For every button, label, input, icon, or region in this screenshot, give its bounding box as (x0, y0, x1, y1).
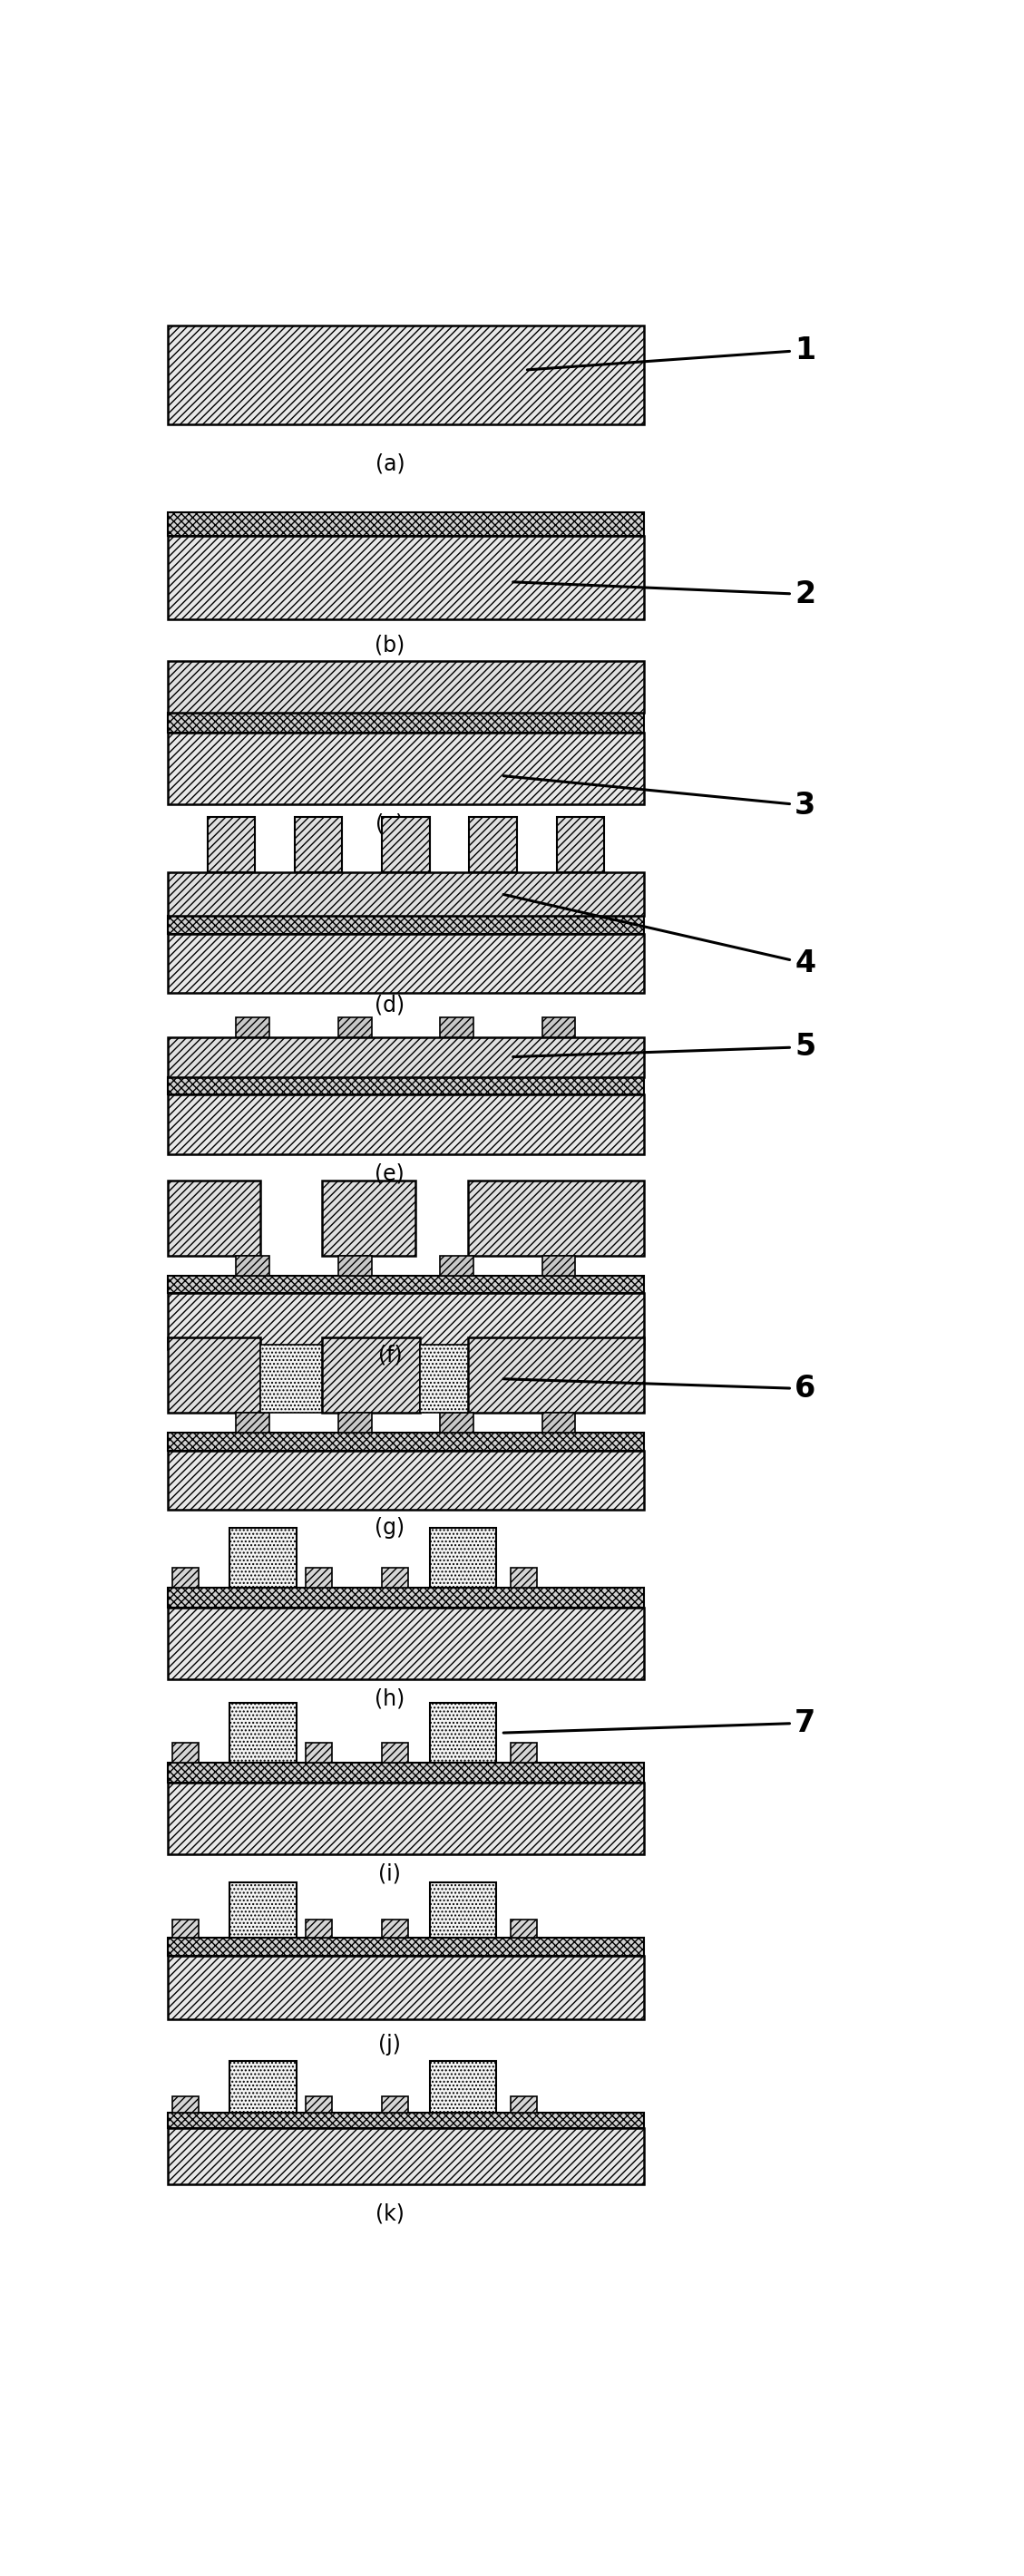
Text: (c): (c) (376, 814, 404, 835)
Bar (168, 513, 644, 536)
Bar (172, 1919, 199, 1937)
Bar (542, 1255, 575, 1275)
Bar (207, 817, 255, 873)
Bar (168, 2112, 644, 2128)
Bar (168, 1038, 644, 1077)
Text: (f): (f) (378, 1345, 402, 1365)
Bar (168, 1293, 644, 1350)
Text: (j): (j) (379, 2035, 401, 2056)
Bar (382, 1744, 409, 1762)
Text: 4: 4 (504, 894, 815, 979)
Bar (430, 1528, 497, 1587)
Bar (168, 536, 644, 618)
Bar (430, 2061, 497, 2112)
Bar (168, 1180, 260, 1255)
Text: 3: 3 (504, 775, 816, 819)
Bar (511, 2097, 537, 2112)
Bar (542, 1412, 575, 1432)
Bar (468, 1180, 644, 1255)
Bar (260, 1345, 323, 1412)
Bar (168, 1607, 644, 1680)
Bar (430, 1703, 497, 1762)
Bar (440, 1412, 473, 1432)
Bar (440, 1018, 473, 1038)
Bar (295, 817, 342, 873)
Bar (168, 1587, 644, 1607)
Text: 1: 1 (527, 335, 815, 371)
Bar (542, 1018, 575, 1038)
Bar (323, 1180, 416, 1255)
Bar (168, 1762, 644, 1783)
Bar (338, 1255, 372, 1275)
Bar (168, 1432, 644, 1450)
Bar (168, 732, 644, 804)
Bar (338, 1412, 372, 1432)
Bar (557, 817, 604, 873)
Bar (168, 1450, 644, 1510)
Bar (168, 662, 644, 714)
Text: 6: 6 (504, 1373, 816, 1404)
Text: (k): (k) (376, 2202, 404, 2226)
Bar (382, 1569, 409, 1587)
Text: 5: 5 (513, 1033, 816, 1061)
Bar (172, 1569, 199, 1587)
Bar (306, 2097, 332, 2112)
Bar (237, 1412, 269, 1432)
Bar (323, 1337, 420, 1412)
Bar (229, 1703, 296, 1762)
Bar (430, 1883, 497, 1937)
Text: (a): (a) (375, 453, 404, 474)
Bar (306, 1744, 332, 1762)
Text: (i): (i) (379, 1862, 401, 1886)
Bar (469, 817, 517, 873)
Text: (g): (g) (375, 1517, 404, 1538)
Bar (237, 1018, 269, 1038)
Bar (382, 817, 430, 873)
Bar (168, 1783, 644, 1855)
Bar (511, 1569, 537, 1587)
Bar (420, 1345, 468, 1412)
Bar (172, 1744, 199, 1762)
Bar (237, 1255, 269, 1275)
Bar (168, 1337, 260, 1412)
Bar (511, 1919, 537, 1937)
Bar (468, 1337, 644, 1412)
Bar (440, 1255, 473, 1275)
Bar (168, 1077, 644, 1095)
Bar (168, 914, 644, 933)
Bar (306, 1569, 332, 1587)
Bar (306, 1919, 332, 1937)
Text: 7: 7 (504, 1708, 816, 1739)
Bar (168, 1095, 644, 1154)
Text: (e): (e) (375, 1162, 404, 1185)
Bar (168, 933, 644, 992)
Bar (168, 2128, 644, 2184)
Bar (168, 873, 644, 914)
Bar (172, 2097, 199, 2112)
Text: (h): (h) (375, 1687, 404, 1710)
Bar (382, 1919, 409, 1937)
Bar (382, 2097, 409, 2112)
Text: (b): (b) (375, 634, 404, 657)
Text: (d): (d) (375, 994, 404, 1015)
Bar (168, 1937, 644, 1955)
Bar (338, 1018, 372, 1038)
Bar (168, 1275, 644, 1293)
Bar (229, 2061, 296, 2112)
Bar (168, 1955, 644, 2020)
Bar (229, 1528, 296, 1587)
Bar (511, 1744, 537, 1762)
Bar (168, 325, 644, 425)
Text: 2: 2 (513, 580, 815, 611)
Bar (229, 1883, 296, 1937)
Bar (168, 714, 644, 732)
